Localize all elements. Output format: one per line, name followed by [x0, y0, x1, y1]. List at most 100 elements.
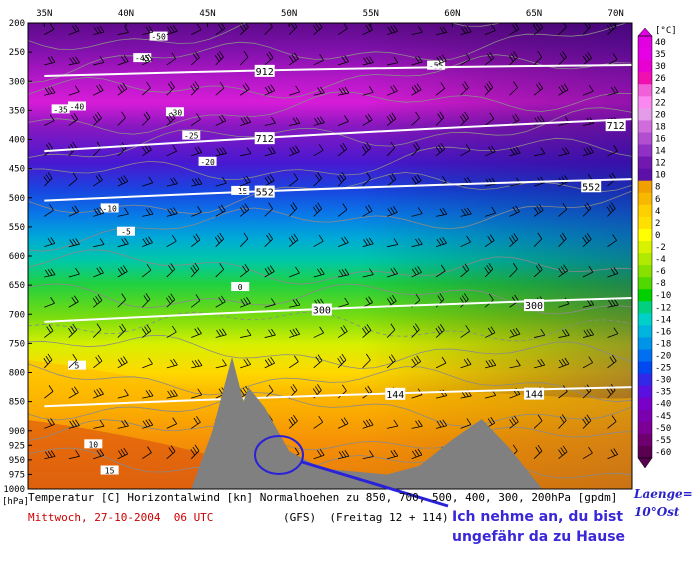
- wind-barb-flag: [239, 207, 245, 214]
- wind-barb-flag: [313, 25, 318, 32]
- wind-barb-staff: [142, 87, 151, 96]
- wind-barb-flag: [218, 206, 223, 213]
- wind-barb-staff: [484, 57, 494, 66]
- wind-barb-flag: [536, 84, 541, 91]
- wind-barb-flag: [243, 176, 248, 184]
- wind-barb-flag: [416, 174, 422, 181]
- wind-barb-flag: [389, 296, 395, 304]
- wind-barb-staff: [582, 239, 592, 247]
- wind-barb-flag: [74, 386, 79, 393]
- wind-barb-flag: [145, 208, 151, 215]
- wind-barb-flag: [195, 233, 201, 241]
- wind-barb-staff: [338, 61, 349, 66]
- wind-barb-flag: [415, 420, 420, 428]
- wind-barb-flag: [538, 82, 544, 89]
- wind-barb-flag: [369, 268, 374, 275]
- wind-barb-flag: [367, 385, 373, 393]
- wind-barb-staff: [44, 424, 55, 429]
- wind-barb-flag: [393, 449, 399, 457]
- wind-barb-staff: [68, 301, 79, 308]
- wind-barb-flag: [194, 444, 200, 452]
- colorbar-swatch: [638, 228, 652, 242]
- wind-barb-flag: [195, 51, 200, 58]
- wind-barb-flag: [220, 204, 226, 212]
- wind-barb-staff: [44, 359, 53, 369]
- wind-barb-flag: [72, 57, 77, 64]
- wind-barb-staff: [338, 274, 350, 278]
- colorbar-swatch: [638, 409, 652, 423]
- wind-barb-staff: [264, 180, 275, 187]
- wind-barb-flag: [344, 236, 349, 243]
- wind-barb-staff: [460, 241, 471, 248]
- wind-barb-staff: [288, 179, 299, 187]
- wind-barb-flag: [440, 142, 446, 150]
- wind-barb-staff: [435, 329, 445, 338]
- wind-barb-staff: [68, 359, 78, 369]
- x-tick-label: 55N: [363, 9, 379, 19]
- colorbar-swatch: [638, 36, 652, 49]
- wind-barb-flag: [294, 447, 300, 455]
- wind-barb-flag: [294, 355, 299, 362]
- wind-barb-flag: [389, 114, 394, 121]
- isoline-label-bg: [524, 299, 545, 312]
- colorbar-label: -25: [655, 364, 671, 374]
- wind-barb-flag: [610, 202, 616, 209]
- wind-barb-flag: [561, 85, 566, 92]
- y-tick-label: 800: [9, 369, 25, 379]
- wind-barb-staff: [117, 425, 129, 429]
- wind-barb-staff: [435, 88, 446, 96]
- wind-barb-flag: [264, 177, 270, 184]
- wind-barb-staff: [191, 183, 203, 187]
- wind-barb-flag: [146, 324, 152, 332]
- wind-barb-staff: [215, 238, 224, 247]
- wind-barb-flag: [364, 144, 369, 151]
- colorbar-label: 16: [655, 134, 666, 144]
- wind-barb-flag: [148, 418, 154, 426]
- wind-barb-flag: [50, 86, 56, 93]
- wind-barb-staff: [166, 451, 176, 460]
- wind-barb-flag: [391, 354, 396, 361]
- wind-barb-flag: [341, 237, 346, 244]
- wind-barb-staff: [533, 450, 543, 459]
- wind-barb-flag: [75, 238, 80, 245]
- wind-barb-flag: [393, 267, 398, 274]
- wind-barb-staff: [509, 393, 521, 399]
- wind-barb-staff: [215, 56, 224, 66]
- colorbar-label: -18: [655, 339, 671, 349]
- wind-barb-flag: [50, 296, 55, 304]
- wind-barb-flag: [292, 299, 298, 306]
- wind-barb-staff: [68, 211, 79, 217]
- wind-barb-flag: [368, 296, 373, 303]
- wind-barb-flag: [485, 360, 491, 367]
- wind-barb-flag: [366, 141, 371, 149]
- wind-barb-flag: [291, 54, 297, 61]
- isoline-label: 144: [525, 390, 543, 401]
- wind-barb-staff: [166, 183, 178, 187]
- wind-barb-flag: [197, 327, 202, 334]
- wind-barb-flag: [124, 207, 129, 215]
- wind-barb-flag: [72, 420, 77, 427]
- wind-barb-flag: [611, 172, 617, 180]
- wind-barb-flag: [513, 51, 518, 58]
- x-tick-label: 45N: [199, 9, 215, 19]
- wind-barb-staff: [289, 91, 300, 96]
- wind-barb-flag: [341, 171, 347, 179]
- wind-barb-flag: [244, 203, 250, 210]
- wind-barb-staff: [142, 182, 153, 187]
- wind-barb-flag: [435, 328, 441, 335]
- colorbar-swatch: [638, 120, 652, 133]
- wind-barb-flag: [292, 384, 298, 391]
- wind-barb-flag: [170, 293, 176, 300]
- wind-barb-staff: [435, 117, 445, 126]
- wind-barb-flag: [439, 420, 445, 427]
- wind-barb-staff: [509, 183, 521, 187]
- wind-barb-flag: [214, 55, 220, 62]
- isotherm-label: -50: [151, 33, 166, 42]
- wind-barb-flag: [512, 328, 518, 336]
- wind-barb-flag: [588, 356, 593, 363]
- wind-barb-staff: [191, 152, 202, 157]
- wind-barb-staff: [117, 88, 128, 96]
- wind-barb-staff: [607, 92, 619, 96]
- wind-barb-flag: [341, 269, 347, 276]
- wind-barb-flag: [292, 328, 298, 336]
